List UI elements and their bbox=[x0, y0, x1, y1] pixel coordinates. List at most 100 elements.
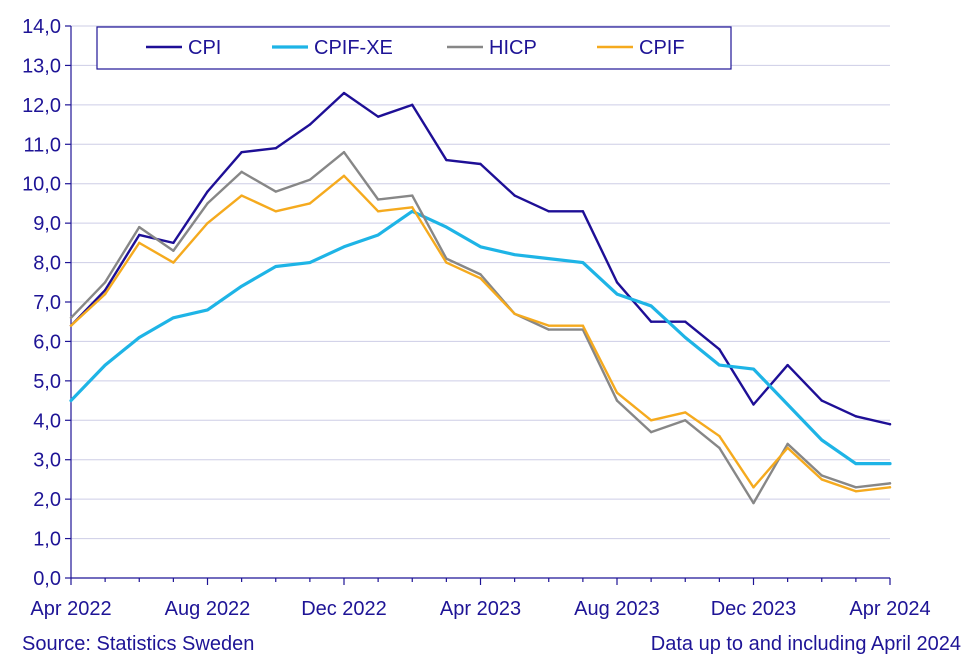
series-lines bbox=[69, 91, 892, 505]
data-note: Data up to and including April 2024 bbox=[651, 633, 961, 655]
data-point-cpi bbox=[206, 190, 209, 193]
data-point-hicp bbox=[547, 328, 550, 331]
data-point-cpif-xe bbox=[820, 438, 823, 442]
data-point-cpif bbox=[752, 486, 755, 489]
y-tick-label: 1,0 bbox=[33, 529, 61, 551]
data-point-cpi bbox=[308, 123, 312, 126]
source-note: Source: Statistics Sweden bbox=[22, 633, 254, 655]
data-point-hicp bbox=[445, 257, 448, 260]
data-point-cpif bbox=[308, 202, 312, 205]
data-point-cpi bbox=[172, 241, 175, 245]
x-tick-label: Apr 2023 bbox=[440, 598, 521, 620]
data-point-hicp bbox=[786, 442, 789, 446]
data-point-cpif-xe bbox=[274, 265, 277, 268]
data-point-cpif bbox=[820, 478, 823, 481]
data-point-cpi bbox=[615, 281, 619, 284]
legend-label-cpi: CPI bbox=[188, 37, 221, 59]
data-point-cpif bbox=[69, 324, 73, 327]
legend-label-hicp: HICP bbox=[489, 37, 537, 59]
data-point-cpif bbox=[649, 419, 653, 422]
data-point-hicp bbox=[854, 486, 858, 489]
y-tick-label: 14,0 bbox=[22, 16, 61, 38]
y-tick-label: 11,0 bbox=[24, 134, 61, 156]
data-point-cpif-xe bbox=[888, 462, 892, 465]
legend: CPI CPIF-XE HICP CPIF bbox=[96, 26, 732, 70]
data-point-cpif-xe bbox=[240, 285, 243, 288]
y-tick-label: 7,0 bbox=[33, 292, 61, 314]
data-point-cpif bbox=[342, 174, 346, 178]
y-tick-label: 3,0 bbox=[33, 450, 61, 472]
y-tick-label: 9,0 bbox=[33, 213, 61, 235]
data-point-cpif-xe bbox=[103, 363, 107, 367]
data-point-cpif bbox=[479, 277, 482, 280]
data-point-cpif-xe bbox=[854, 462, 858, 465]
data-point-hicp bbox=[69, 316, 73, 319]
data-point-cpif-xe bbox=[581, 261, 585, 264]
y-tick-label: 2,0 bbox=[33, 489, 61, 511]
data-point-cpi bbox=[684, 320, 687, 323]
data-point-hicp bbox=[206, 202, 209, 205]
data-point-cpi bbox=[138, 233, 141, 237]
data-point-cpif bbox=[684, 411, 687, 414]
y-tick-label: 10,0 bbox=[22, 174, 61, 196]
data-point-cpif bbox=[206, 221, 209, 225]
data-point-hicp bbox=[718, 446, 721, 450]
data-point-cpif bbox=[274, 210, 277, 213]
y-tick-label: 5,0 bbox=[33, 371, 61, 393]
legend-label-cpif-xe: CPIF-XE bbox=[314, 37, 393, 59]
data-point-cpif bbox=[411, 206, 414, 209]
data-point-cpif bbox=[445, 261, 448, 264]
x-tick-label: Apr 2022 bbox=[30, 598, 111, 620]
data-point-cpif-xe bbox=[172, 316, 175, 319]
data-point-cpi bbox=[752, 403, 755, 406]
data-point-cpif-xe bbox=[718, 363, 721, 367]
data-point-cpif bbox=[376, 210, 380, 213]
y-tick-label: 0,0 bbox=[33, 568, 61, 590]
data-point-cpi bbox=[103, 288, 107, 292]
x-tick-label: Dec 2023 bbox=[711, 598, 797, 620]
x-tick-label: Apr 2024 bbox=[849, 598, 930, 620]
data-point-cpif bbox=[240, 194, 243, 197]
data-point-hicp bbox=[752, 501, 755, 505]
data-point-cpif-xe bbox=[206, 308, 209, 312]
data-point-cpi bbox=[376, 115, 380, 118]
data-point-hicp bbox=[342, 150, 346, 154]
series-line-cpif-xe bbox=[69, 209, 892, 466]
data-point-cpif-xe bbox=[138, 336, 141, 339]
data-point-cpi bbox=[820, 399, 823, 402]
data-point-hicp bbox=[684, 419, 687, 422]
data-point-hicp bbox=[138, 225, 141, 229]
y-tick-label: 6,0 bbox=[33, 331, 61, 353]
data-point-cpif-xe bbox=[376, 233, 380, 237]
data-point-cpi bbox=[854, 415, 858, 418]
data-point-hicp bbox=[888, 482, 892, 485]
data-point-hicp bbox=[615, 399, 619, 402]
y-tick-labels: 0,0 1,0 2,0 3,0 4,0 5,0 6,0 7,0 8,0 9,0 10,0 11,0 12… bbox=[22, 16, 61, 590]
data-point-cpif-xe bbox=[786, 403, 789, 406]
data-point-cpif-xe bbox=[445, 225, 448, 229]
data-point-cpif-xe bbox=[547, 257, 550, 260]
data-point-hicp bbox=[103, 281, 107, 284]
data-point-cpi bbox=[581, 210, 585, 213]
data-point-hicp bbox=[479, 273, 482, 276]
data-point-cpif-xe bbox=[513, 253, 516, 256]
data-point-cpi bbox=[411, 103, 414, 107]
data-point-cpi bbox=[786, 363, 789, 367]
series-line-cpi bbox=[69, 91, 892, 426]
data-point-cpi bbox=[718, 348, 721, 351]
data-point-hicp bbox=[649, 430, 653, 434]
data-point-hicp bbox=[820, 474, 823, 477]
data-point-cpif-xe bbox=[69, 399, 73, 402]
data-point-cpif-xe bbox=[684, 336, 687, 339]
data-point-cpif bbox=[172, 261, 175, 264]
data-point-cpi bbox=[240, 150, 243, 154]
axes bbox=[65, 25, 891, 585]
data-point-cpif bbox=[547, 324, 550, 327]
data-point-hicp bbox=[376, 198, 380, 201]
data-point-cpi bbox=[547, 210, 550, 213]
data-point-cpif bbox=[103, 292, 107, 296]
y-tick-label: 13,0 bbox=[22, 55, 61, 77]
data-point-cpi bbox=[888, 423, 892, 426]
data-point-cpi bbox=[479, 162, 482, 166]
